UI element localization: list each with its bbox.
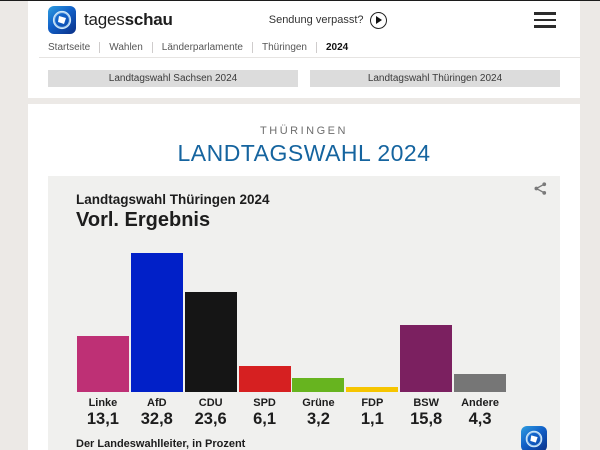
breadcrumb-item-2024[interactable]: 2024 [326, 42, 349, 53]
party-label: Andere [461, 397, 500, 409]
bar-bsw [400, 325, 453, 392]
sendung-verpasst-link[interactable]: Sendung verpasst? [268, 11, 387, 29]
party-value: 1,1 [360, 410, 384, 428]
breadcrumb-item-thüringen[interactable]: Thüringen [253, 42, 317, 53]
bar-column-grüne: Grüne 3,2 [292, 253, 346, 429]
bar-column-afd: AfD 32,8 [130, 253, 184, 429]
bar-column-andere: Andere 4,3 [453, 253, 507, 429]
party-label: Grüne [302, 397, 335, 409]
tagesschau-watermark-icon [521, 426, 547, 450]
bar-column-cdu: CDU 23,6 [184, 253, 238, 429]
party-label: AfD [147, 397, 167, 409]
bar-linke [76, 336, 129, 392]
chart-source-note: Der Landeswahlleiter, in Prozent [76, 438, 246, 450]
play-icon[interactable] [369, 11, 387, 29]
election-nav-buttons: Landtagswahl Sachsen 2024 Landtagswahl Th… [28, 58, 580, 87]
party-value: 23,6 [194, 410, 227, 428]
party-label: BSW [413, 397, 440, 409]
breadcrumb-item-wahlen[interactable]: Wahlen [100, 42, 153, 53]
bar-column-bsw: BSW 15,8 [399, 253, 453, 429]
page-title: LANDTAGSWAHL 2024 [177, 140, 431, 166]
sendung-verpasst-label: Sendung verpasst? [268, 14, 364, 26]
tagesschau-logo-icon[interactable] [48, 6, 76, 34]
party-value: 6,1 [253, 410, 277, 428]
brand-row: tagesschau Sendung verpasst? [28, 0, 580, 40]
breadcrumb: Startseite Wahlen Länderparlamente Thüringe… [39, 40, 580, 58]
party-value: 13,1 [86, 410, 119, 428]
bar-cdu [184, 292, 237, 392]
party-value: 15,8 [410, 410, 443, 428]
results-chart: Landtagswahl Thüringen 2024 Vorl. Ergebn… [48, 176, 560, 450]
breadcrumb-item-länderparlamente[interactable]: Länderparlamente [153, 42, 253, 53]
menu-hamburger-icon[interactable] [534, 12, 556, 28]
region-kicker: THÜRINGEN [260, 125, 348, 137]
top-border-line [0, 0, 600, 1]
main-content: THÜRINGEN LANDTAGSWAHL 2024 Landtagswahl… [28, 104, 580, 450]
party-label: FDP [361, 397, 384, 409]
party-label: SPD [253, 397, 276, 409]
party-label: Linke [88, 397, 118, 409]
nav-button[interactable]: Landtagswahl Sachsen 2024 [48, 70, 298, 87]
bar-afd [130, 253, 183, 392]
nav-button[interactable]: Landtagswahl Thüringen 2024 [310, 70, 560, 87]
bar-andere [454, 374, 507, 392]
brand-wordmark[interactable]: tagesschau [84, 10, 173, 29]
chart-subtitle: Landtagswahl Thüringen 2024 [76, 192, 270, 207]
chart-heading: Vorl. Ergebnis [76, 209, 211, 231]
bar-column-linke: Linke 13,1 [76, 253, 130, 429]
globe-icon [52, 10, 72, 30]
share-icon[interactable] [533, 181, 549, 197]
header: tagesschau Sendung verpasst? Startseite W… [28, 0, 580, 98]
party-value: 32,8 [140, 410, 173, 428]
bar-spd [238, 366, 291, 392]
party-value: 4,3 [468, 410, 492, 428]
bar-fdp [346, 387, 399, 392]
bar-grüne [292, 378, 345, 392]
breadcrumb-item-startseite[interactable]: Startseite [39, 42, 101, 53]
party-label: CDU [198, 397, 223, 409]
bar-column-fdp: FDP 1,1 [345, 253, 399, 429]
bar-chart: Linke 13,1 AfD 32,8 CDU 23,6 SPD 6,1 Grüne 3,2 FDP… [76, 253, 507, 429]
party-value: 3,2 [306, 410, 330, 428]
bar-column-spd: SPD 6,1 [238, 253, 292, 429]
